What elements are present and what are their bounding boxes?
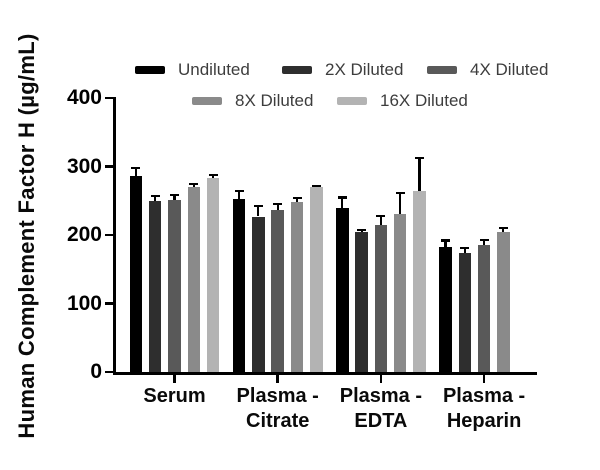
bar — [497, 231, 510, 372]
legend-label: 2X Diluted — [325, 60, 404, 79]
error-bar-cap — [150, 194, 160, 198]
bar — [413, 191, 426, 372]
legend-label: 8X Diluted — [235, 91, 314, 110]
y-tick-label: 0 — [90, 360, 102, 383]
error-bar-stem — [502, 228, 505, 232]
x-axis-group-label: Serum — [143, 385, 206, 407]
bar — [252, 216, 265, 372]
legend-item: 2X Diluted — [282, 60, 404, 79]
y-axis-tick — [105, 302, 114, 305]
y-axis-tick — [105, 233, 114, 237]
legend-item: 8X Diluted — [192, 91, 314, 110]
legend-item: 16X Diluted — [337, 91, 468, 110]
bar — [336, 207, 349, 372]
bar — [187, 187, 201, 372]
legend-item: 4X Diluted — [427, 60, 549, 79]
legend-swatch — [192, 97, 222, 105]
error-bar-stem — [276, 204, 279, 211]
x-axis-group-label: Plasma - EDTA — [339, 385, 423, 432]
error-bar-cap — [189, 183, 199, 186]
error-bar-stem — [154, 195, 157, 202]
error-bar-stem — [295, 198, 299, 203]
error-bar-cap — [234, 190, 244, 193]
bar — [439, 247, 452, 372]
x-axis-line — [113, 372, 537, 375]
bar — [168, 200, 181, 372]
x-axis-tick — [173, 375, 176, 383]
x-axis-tick — [379, 375, 383, 383]
error-bar-stem — [379, 215, 382, 225]
bar — [355, 232, 368, 372]
legend-label: 16X Diluted — [380, 91, 468, 110]
error-bar-cap — [208, 173, 218, 176]
legend-swatch — [427, 66, 457, 74]
bar — [458, 252, 472, 372]
error-bar-cap — [292, 197, 302, 200]
bar — [206, 178, 220, 372]
error-bar-cap — [170, 193, 179, 196]
error-bar-cap — [441, 239, 450, 242]
x-axis-tick — [482, 375, 486, 383]
error-bar-stem — [483, 239, 486, 245]
bar — [290, 202, 304, 372]
legend-item: Undiluted — [135, 60, 250, 79]
error-bar-stem — [257, 205, 260, 217]
error-bar-stem — [444, 240, 447, 248]
error-bar-cap — [311, 184, 321, 187]
error-bar-stem — [192, 184, 195, 188]
error-bar-cap — [131, 166, 141, 170]
error-bar-stem — [399, 192, 402, 215]
error-bar-cap — [376, 214, 386, 217]
bar — [374, 224, 388, 372]
error-bar-stem — [341, 197, 344, 208]
bar — [232, 198, 246, 372]
bar — [477, 244, 491, 372]
x-axis-group-label: Plasma - Citrate — [236, 385, 319, 432]
legend-swatch — [282, 66, 312, 74]
y-axis-tick — [105, 165, 114, 168]
y-axis-line — [113, 97, 116, 375]
error-bar-stem — [418, 158, 421, 192]
error-bar-stem — [238, 191, 241, 199]
legend-swatch — [135, 66, 165, 74]
error-bar-cap — [415, 157, 424, 160]
x-axis-group-label: Plasma - Heparin — [442, 385, 526, 432]
bar — [310, 187, 323, 372]
y-tick-label: 400 — [66, 86, 102, 109]
error-bar-cap — [337, 196, 347, 199]
error-bar-cap — [253, 204, 263, 207]
error-bar-cap — [479, 238, 489, 241]
error-bar-stem — [134, 167, 137, 177]
x-axis-tick — [276, 375, 279, 383]
legend-label: 4X Diluted — [470, 60, 549, 79]
y-tick-label: 200 — [66, 223, 102, 246]
bar — [148, 201, 162, 372]
error-bar-cap — [357, 229, 367, 232]
error-bar-stem — [463, 248, 466, 253]
y-axis-tick — [105, 370, 114, 374]
error-bar-stem — [173, 194, 176, 201]
y-axis-tick — [105, 96, 114, 100]
error-bar-stem — [212, 174, 215, 179]
bar — [393, 214, 407, 372]
error-bar-cap — [395, 191, 405, 194]
error-bar-cap — [498, 227, 508, 230]
legend-swatch — [337, 97, 367, 105]
error-bar-cap — [460, 247, 470, 250]
bar — [271, 210, 284, 372]
bar — [129, 176, 143, 372]
y-tick-label: 300 — [66, 154, 102, 178]
error-bar-cap — [273, 203, 283, 206]
legend-label: Undiluted — [178, 60, 250, 79]
y-tick-label: 100 — [66, 291, 102, 315]
